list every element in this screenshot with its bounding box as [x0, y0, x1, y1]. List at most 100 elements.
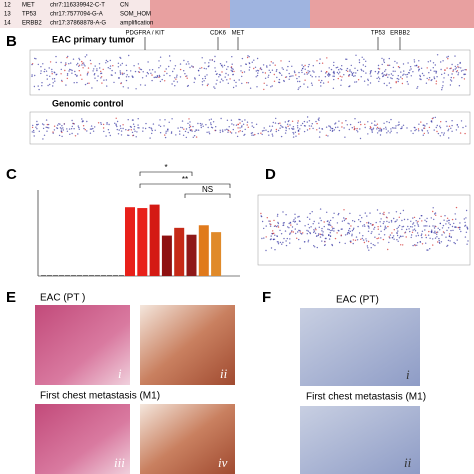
texture-dot	[231, 70, 233, 73]
texture-dot	[393, 127, 395, 129]
texture-dot	[46, 126, 49, 129]
image	[35, 305, 130, 385]
texture-dot	[313, 229, 315, 231]
table	[0, 0, 474, 28]
texture-dot	[173, 68, 175, 70]
texture-dot	[40, 72, 42, 75]
texture-dot	[192, 66, 194, 68]
texture-dot	[269, 71, 272, 74]
texture-dot	[137, 118, 139, 120]
texture-dot	[74, 135, 77, 137]
texture-dot	[351, 74, 353, 76]
texture-dot	[191, 65, 193, 67]
texture-dot	[293, 70, 296, 72]
texture-dot	[377, 226, 379, 228]
texture-dot	[454, 226, 456, 228]
texture-dot	[97, 75, 99, 77]
texture-dot	[398, 216, 400, 218]
texture-dot	[414, 244, 416, 247]
texture-dot	[215, 129, 217, 132]
texture-dot	[68, 70, 70, 72]
texture-dot	[265, 236, 267, 238]
texture-dot	[295, 74, 297, 76]
texture-dot	[287, 226, 289, 228]
texture-dot	[416, 244, 418, 246]
texture-dot	[379, 225, 382, 227]
texture-dot	[220, 78, 223, 80]
texture-dot	[298, 87, 300, 89]
texture-dot	[427, 61, 429, 63]
texture-dot	[443, 132, 445, 134]
bar	[101, 275, 106, 276]
texture-dot	[398, 237, 401, 239]
texture-dot	[339, 71, 341, 73]
texture-dot	[424, 219, 426, 221]
texture-dot	[61, 125, 63, 127]
texture-dot	[142, 71, 144, 73]
texture-dot	[130, 129, 132, 131]
texture-dot	[425, 220, 428, 223]
texture-dot	[303, 83, 305, 85]
texture-dot	[275, 70, 278, 72]
texture-dot	[148, 126, 150, 129]
significance: *	[164, 163, 167, 172]
texture-dot	[73, 82, 75, 84]
texture-dot	[398, 78, 400, 80]
texture-dot	[321, 227, 323, 230]
texture-dot	[265, 225, 267, 227]
texture-dot	[118, 129, 120, 131]
texture-dot	[458, 66, 460, 69]
texture-dot	[115, 117, 117, 120]
texture-dot	[457, 226, 459, 229]
texture-dot	[375, 221, 377, 224]
texture-dot	[51, 71, 53, 73]
texture-dot	[414, 65, 416, 67]
texture-dot	[454, 213, 456, 215]
texture-dot	[294, 213, 296, 215]
texture-dot	[292, 136, 295, 138]
texture-dot	[304, 241, 306, 243]
texture-dot	[71, 72, 73, 74]
texture-dot	[90, 128, 93, 130]
texture-dot	[290, 231, 293, 233]
texture-dot	[127, 87, 129, 89]
texture-dot	[455, 129, 458, 131]
table-cell: TP53	[22, 12, 37, 18]
texture-dot	[318, 127, 321, 129]
texture-dot	[374, 244, 376, 247]
texture-dot	[384, 225, 386, 227]
texture-dot	[459, 228, 461, 230]
texture-dot	[255, 70, 257, 72]
texture-dot	[146, 71, 149, 74]
texture-dot	[237, 127, 239, 129]
texture-dot	[298, 229, 300, 232]
texture-dot	[60, 61, 62, 64]
texture-dot	[105, 62, 107, 64]
texture-dot	[158, 124, 160, 126]
texture-dot	[159, 119, 161, 121]
texture-dot	[246, 121, 249, 123]
texture-dot	[236, 135, 239, 138]
texture-dot	[277, 221, 279, 224]
texture-dot	[395, 127, 397, 129]
texture-dot	[378, 80, 380, 83]
texture-dot	[233, 79, 235, 82]
texture-dot	[35, 58, 37, 60]
texture-dot	[86, 82, 89, 85]
texture-dot	[185, 136, 187, 139]
texture-dot	[354, 67, 356, 70]
texture-dot	[299, 85, 302, 88]
texture-dot	[327, 81, 329, 83]
gene-label: TP53	[371, 31, 386, 37]
texture-dot	[410, 220, 412, 222]
texture-dot	[394, 221, 396, 223]
texture-dot	[366, 222, 368, 224]
texture-dot	[302, 67, 304, 70]
texture-dot	[357, 121, 360, 124]
texture-dot	[428, 77, 431, 79]
bar	[119, 275, 124, 276]
texture-dot	[398, 224, 401, 227]
texture-dot	[224, 129, 226, 131]
texture-dot	[434, 232, 436, 234]
texture-dot	[45, 70, 48, 72]
